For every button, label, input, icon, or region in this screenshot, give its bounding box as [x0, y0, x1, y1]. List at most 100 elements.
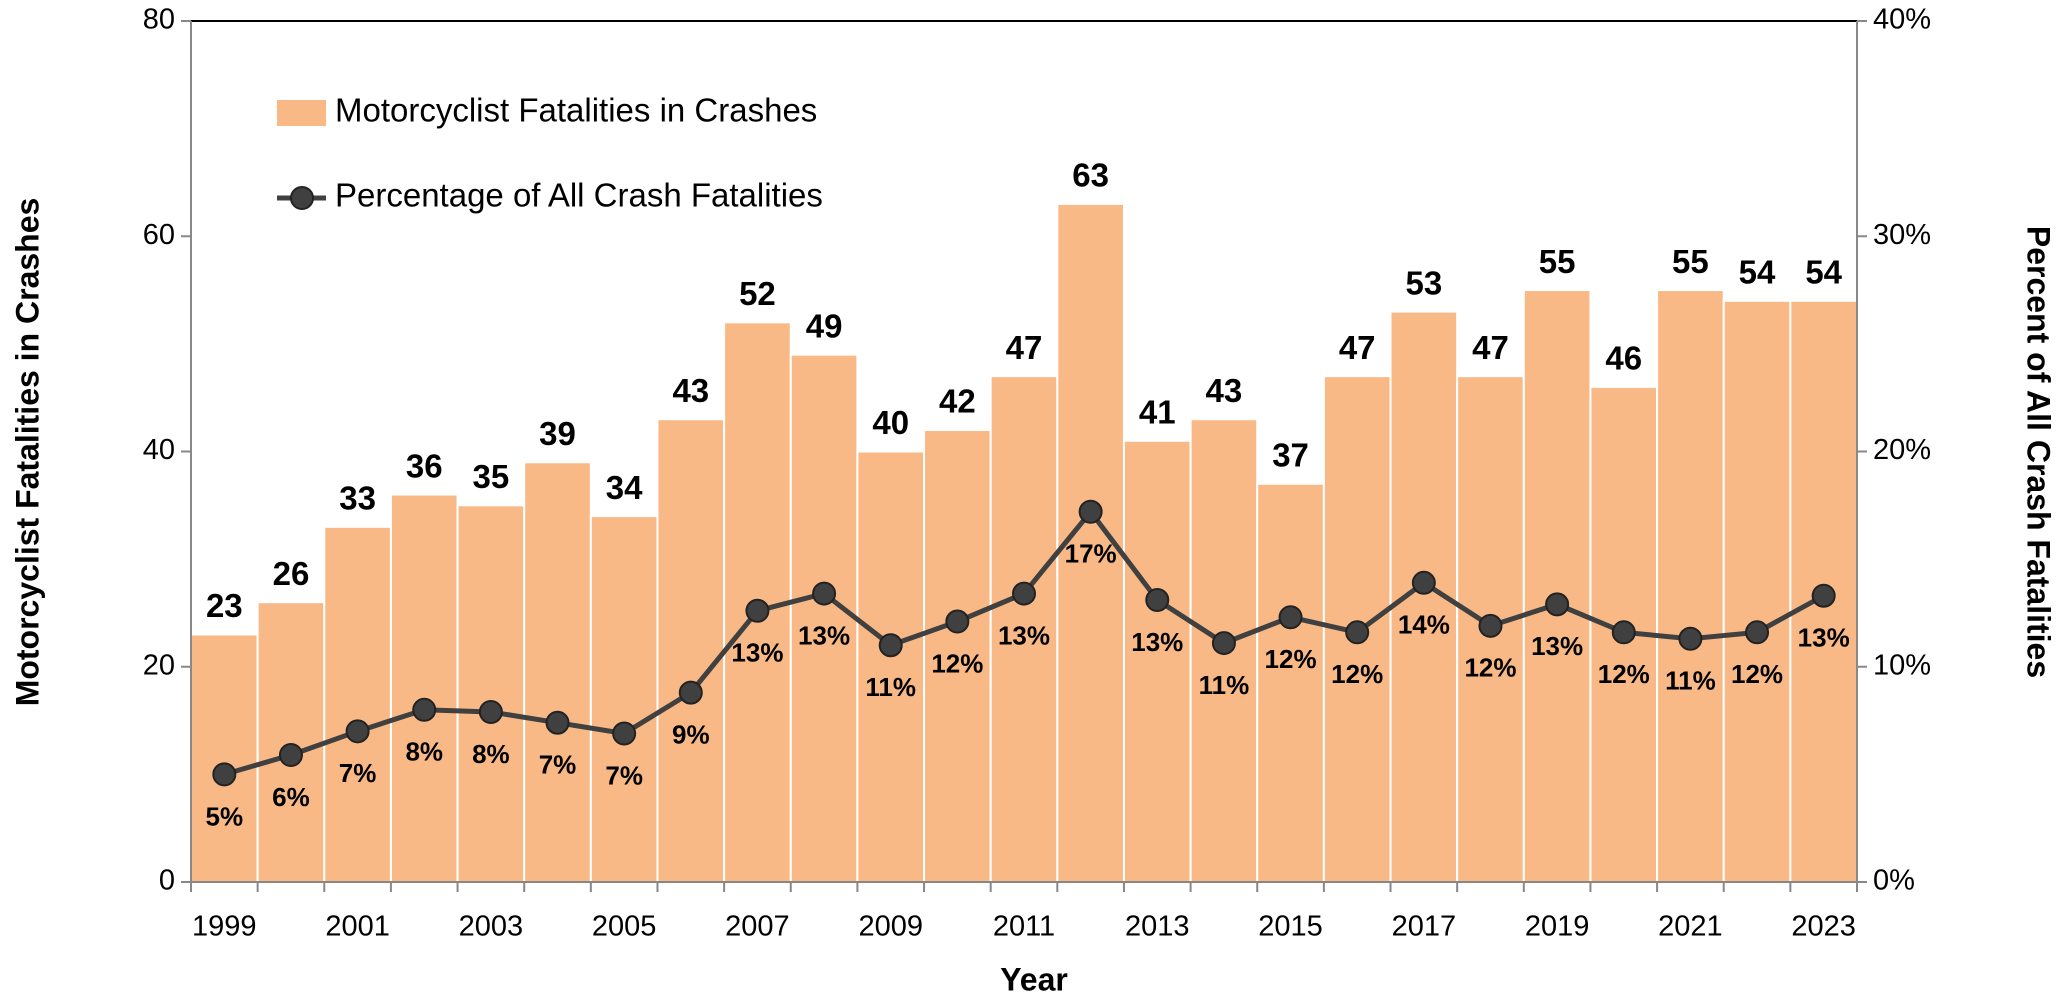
point-label: 13%	[1131, 627, 1183, 657]
point-label: 13%	[731, 638, 783, 668]
point-label: 8%	[405, 737, 443, 767]
marker	[878, 633, 903, 658]
bar-label: 37	[1272, 437, 1309, 474]
marker	[545, 710, 570, 735]
point-label: 12%	[1265, 644, 1317, 674]
marker	[278, 743, 303, 768]
bar	[1656, 289, 1725, 883]
point-label: 12%	[1331, 659, 1383, 689]
bar-label: 43	[1206, 372, 1243, 409]
legend-marker	[290, 186, 314, 210]
bar-label: 52	[739, 275, 776, 312]
bar	[389, 493, 459, 883]
y2-tick-label: 30%	[1873, 219, 1931, 251]
point-label: 13%	[1798, 623, 1850, 653]
marker	[1678, 626, 1703, 651]
bar-label: 54	[1805, 254, 1842, 291]
bar-label: 33	[339, 480, 376, 517]
point-label: 14%	[1398, 610, 1450, 640]
x-tick-label: 2009	[858, 911, 923, 943]
x-tick-label: 2011	[993, 911, 1055, 943]
y-tick-label: 80	[143, 4, 175, 36]
point-label: 5%	[206, 801, 244, 831]
bar-label: 43	[672, 372, 709, 409]
bar	[523, 461, 592, 883]
bar	[1456, 375, 1525, 883]
marker	[212, 762, 237, 787]
y2-tick-label: 40%	[1873, 4, 1931, 36]
bar	[1256, 482, 1325, 883]
bar-label: 49	[806, 307, 843, 344]
point-label: 7%	[339, 758, 377, 788]
y-tick-label: 60	[143, 219, 175, 251]
y-tick-label: 0	[159, 865, 175, 897]
marker	[945, 609, 970, 634]
bar-label: 54	[1739, 254, 1776, 291]
legend-label: Percentage of All Crash Fatalities	[335, 177, 823, 214]
bar-label: 35	[473, 458, 510, 495]
y2-tick-label: 20%	[1873, 434, 1931, 466]
x-tick-label: 2003	[459, 911, 524, 943]
x-tick-label: 2017	[1392, 911, 1457, 943]
point-label: 9%	[672, 719, 710, 749]
bar-label: 34	[606, 469, 643, 506]
point-label: 11%	[865, 672, 916, 702]
x-tick-label: 2001	[325, 911, 390, 943]
bar	[256, 601, 326, 883]
marker	[1478, 613, 1503, 638]
bar	[1122, 439, 1192, 883]
point-label: 13%	[998, 620, 1050, 650]
legend-label: Motorcyclist Fatalities in Crashes	[335, 92, 817, 129]
marker	[1211, 631, 1236, 656]
marker	[412, 697, 437, 722]
bar-label: 26	[273, 555, 310, 592]
x-tick-label: 2021	[1658, 911, 1723, 943]
bar	[589, 515, 659, 883]
y2-axis-title: Percent of All Crash Fatalities	[2021, 226, 2057, 678]
bar	[989, 375, 1059, 883]
bar-label: 53	[1405, 264, 1442, 301]
marker	[478, 699, 503, 724]
point-label: 6%	[272, 782, 310, 812]
marker	[1611, 620, 1636, 645]
point-label: 12%	[1598, 659, 1650, 689]
point-label: 12%	[931, 648, 983, 678]
marker	[345, 719, 370, 744]
point-label: 8%	[472, 739, 510, 769]
marker	[1278, 605, 1303, 630]
marker	[812, 581, 837, 606]
x-tick-label: 2015	[1258, 911, 1323, 943]
y2-tick-label: 10%	[1873, 649, 1931, 681]
x-tick-label: 2019	[1525, 911, 1590, 943]
bar-label: 40	[872, 404, 909, 441]
point-label: 7%	[539, 750, 577, 780]
bar-label: 42	[939, 383, 976, 420]
bar	[856, 450, 926, 883]
marker	[1811, 583, 1836, 608]
point-label: 11%	[1665, 666, 1716, 696]
x-axis-title: Year	[1000, 961, 1068, 997]
bar	[1722, 299, 1792, 883]
bar	[923, 428, 992, 883]
point-label: 7%	[605, 760, 643, 790]
marker	[1411, 570, 1436, 595]
x-tick-label: 2023	[1791, 911, 1856, 943]
marker	[1078, 499, 1103, 524]
y2-tick-label: 0%	[1873, 865, 1915, 897]
marker	[1545, 592, 1570, 617]
point-label: 11%	[1199, 670, 1250, 700]
x-tick-label: 2013	[1125, 911, 1190, 943]
bar-label: 63	[1072, 157, 1109, 194]
bar-label: 47	[1339, 329, 1376, 366]
point-label: 12%	[1731, 659, 1783, 689]
y-axis-title: Motorcyclist Fatalities in Crashes	[9, 198, 45, 707]
marker	[612, 721, 637, 746]
bar-label: 39	[539, 415, 576, 452]
y-tick-label: 40	[143, 434, 175, 466]
bar-label: 55	[1672, 243, 1709, 280]
bar	[190, 633, 259, 884]
marker	[1145, 588, 1170, 613]
marker	[745, 598, 770, 623]
bar-label: 55	[1539, 243, 1576, 280]
x-tick-label: 2007	[725, 911, 790, 943]
